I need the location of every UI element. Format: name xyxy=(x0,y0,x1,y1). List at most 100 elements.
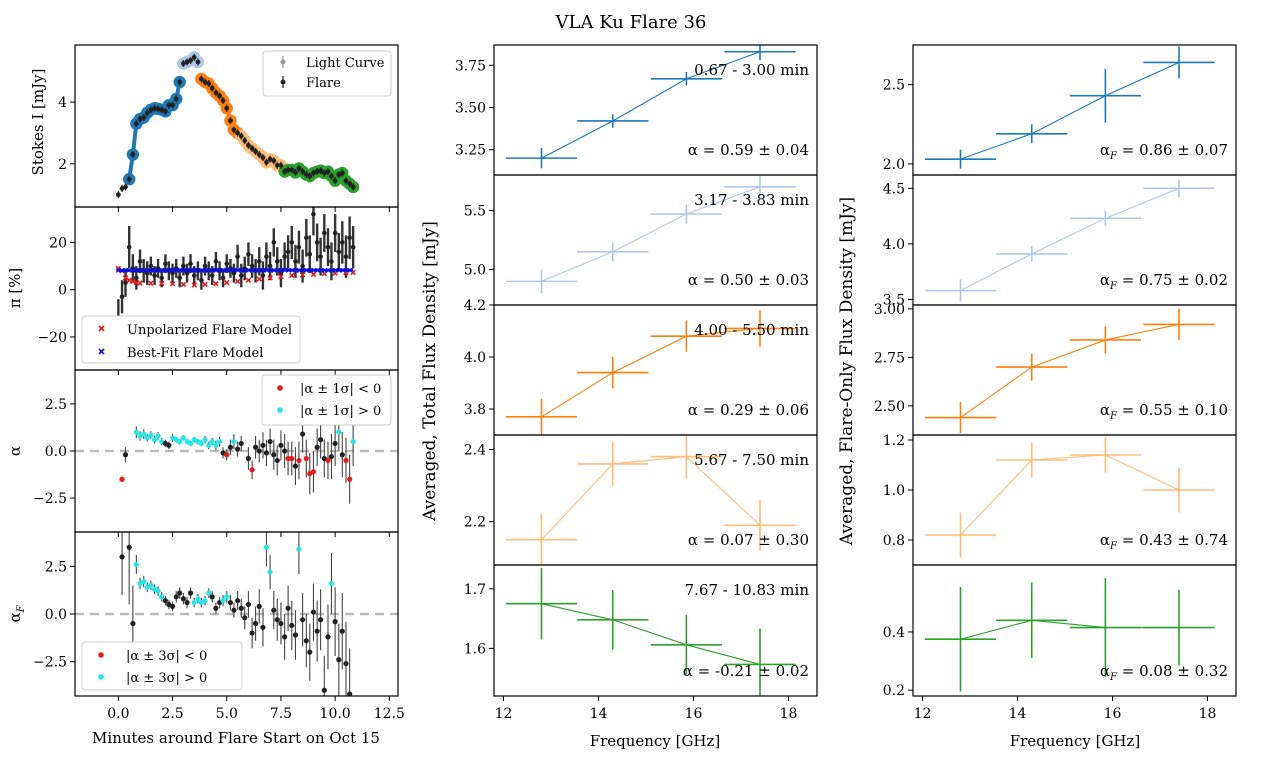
pi-data-point xyxy=(159,275,165,281)
pi-data-point xyxy=(220,275,226,281)
lc-data-point xyxy=(318,168,324,173)
pi-data-point xyxy=(267,263,273,269)
alpha-data-point xyxy=(177,438,183,445)
spectra_flare-alpha-label: αF = 0.08 ± 0.32 xyxy=(1100,662,1228,683)
lc-data-point xyxy=(224,105,230,111)
pi-ytick-label: 0 xyxy=(58,283,67,299)
alphaF-data-point xyxy=(285,605,291,611)
spectra_total-spectrum-line xyxy=(541,51,761,159)
alphaF-data-point xyxy=(126,544,132,550)
spectra_total-ytick-label: 2.4 xyxy=(464,442,486,458)
spectra_total-ytick-label: 1.7 xyxy=(464,582,486,598)
spectra_total-panel-2: 5.0 5.5 3.17 - 3.83 min α = 0.50 ± 0.03 xyxy=(464,174,818,306)
alpha-data-point xyxy=(318,437,324,443)
alphaF-data-point xyxy=(184,599,190,606)
alphaF-data-point xyxy=(220,598,226,604)
pi-data-point xyxy=(350,244,356,250)
lc-data-point xyxy=(159,107,165,113)
lc-data-point xyxy=(332,178,338,184)
lc-data-point xyxy=(311,170,316,176)
pi-unpolarized-model-point xyxy=(169,281,176,287)
spectra_flare-xtick-label: 16 xyxy=(1104,706,1122,722)
spectra_total-time-range-label: 4.00 - 5.50 min xyxy=(694,321,809,339)
spectra_flare-ytick-label: 2.5 xyxy=(883,78,905,94)
lc-data-point xyxy=(350,184,356,190)
alpha-data-point xyxy=(336,429,342,435)
pi-unpolarized-model-point xyxy=(223,279,230,286)
lc-data-point xyxy=(191,54,197,60)
alpha-data-point xyxy=(296,457,302,464)
lc-data-point xyxy=(162,108,168,114)
alpha-data-point xyxy=(274,457,280,464)
pi-panel: π [%] 20 0 −20 Unpolarized Flare Model Best-F… xyxy=(6,206,399,375)
spectra_total-ytick-label: 1.6 xyxy=(464,641,486,657)
alphaF-data-point xyxy=(234,598,241,604)
spectra_total-time-range-label: 7.67 - 10.83 min xyxy=(685,581,810,599)
spectra_flare-ytick-label: 0.8 xyxy=(883,533,905,549)
spectra_total-time-range-label: 5.67 - 7.50 min xyxy=(694,451,809,469)
alpha-data-point xyxy=(148,432,154,438)
pi-data-point xyxy=(325,244,331,250)
lc-data-point xyxy=(260,155,266,161)
alpha-data-point xyxy=(314,444,320,450)
alpha-data-point xyxy=(328,454,335,460)
alpha-legend-positive: |α ± 1σ| > 0 xyxy=(300,404,381,419)
spectra_flare-ytick-label: 2.50 xyxy=(874,399,905,415)
pi-data-point xyxy=(264,254,269,259)
alphaF-xtick-label: 2.5 xyxy=(161,706,183,722)
lc-data-point xyxy=(220,98,226,103)
alphaF-data-point xyxy=(292,632,299,638)
alpha-ytick-label: −2.5 xyxy=(33,491,67,507)
pi-unpolarized-model-point xyxy=(234,278,241,285)
alpha-data-point xyxy=(213,442,219,448)
pi-unpolarized-model-point xyxy=(267,275,273,281)
lc-data-point xyxy=(274,162,280,168)
lc-data-point xyxy=(235,130,240,136)
pi-data-point xyxy=(289,240,295,245)
alphaF-data-point xyxy=(238,605,244,611)
pi-unpolarized-model-point xyxy=(213,281,219,287)
lc-data-point xyxy=(253,149,258,154)
alpha-data-point xyxy=(180,435,186,441)
pi-data-point xyxy=(271,240,277,245)
pi-legend-marker-unpolarized xyxy=(98,325,105,332)
alphaF-data-point xyxy=(271,607,277,613)
alpha-data-point xyxy=(133,429,139,435)
alphaF-xtick-label: 0.0 xyxy=(107,706,129,722)
spectra_total-panel-1: 3.25 3.50 3.75 0.67 - 3.00 min α = 0.59 ± 0.… xyxy=(455,44,818,176)
pi-unpolarized-model-point xyxy=(122,275,129,281)
pi-unpolarized-model-point xyxy=(245,277,252,283)
alpha-data-point xyxy=(325,457,331,464)
pi-unpolarized-model-point xyxy=(310,271,317,278)
lc-data-point xyxy=(115,192,121,198)
alpha-data-point xyxy=(238,440,244,447)
lc-data-point xyxy=(170,102,175,108)
alpha-ytick-label: 0.0 xyxy=(45,444,67,460)
alphaF-data-point xyxy=(141,578,147,585)
spectra_total-ytick-label: 5.0 xyxy=(464,263,486,279)
alpha-data-point xyxy=(122,452,129,458)
lc-data-point xyxy=(347,181,353,187)
alphaF-legend-positive: |α ± 3σ| > 0 xyxy=(126,671,207,686)
alpha-data-point xyxy=(267,438,273,445)
spectra_flare-xtick-label: 18 xyxy=(1199,706,1217,722)
alphaF-legend-negative: |α ± 3σ| < 0 xyxy=(126,649,207,664)
pi-data-point xyxy=(199,277,204,283)
lc-legend: Light Curve Flare xyxy=(262,50,392,97)
lc-data-point xyxy=(180,61,186,66)
lc-data-point xyxy=(329,173,334,179)
pi-unpolarized-model-point xyxy=(158,280,165,287)
pi-data-point xyxy=(235,254,240,259)
lc-data-point xyxy=(289,167,295,173)
lc-legend-marker-light-curve xyxy=(280,59,286,65)
spectra_total-xtick-label: 18 xyxy=(780,706,798,722)
lc-data-point xyxy=(130,152,136,157)
spectra_total-alpha-label: α = 0.59 ± 0.04 xyxy=(688,141,809,159)
alpha-data-point xyxy=(151,437,158,443)
spectra_total-panel-5: 1.6 1.7 7.67 - 10.83 min α = -0.21 ± 0.02 12… xyxy=(464,564,818,722)
alpha-data-point xyxy=(343,457,349,464)
pi-data-point xyxy=(314,240,320,245)
pi-bestfit-model-point xyxy=(347,267,353,273)
lc-data-point xyxy=(293,170,298,175)
alpha-data-point xyxy=(245,455,252,462)
